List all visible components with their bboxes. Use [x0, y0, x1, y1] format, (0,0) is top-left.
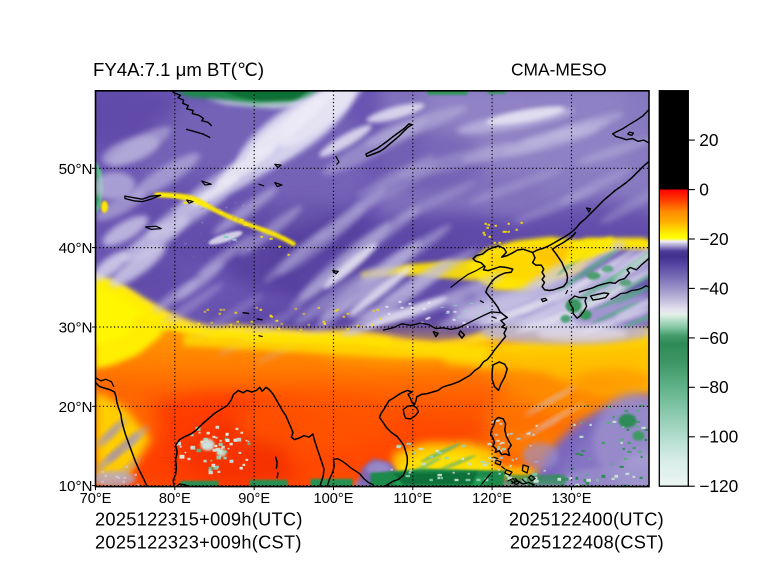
svg-text:30°N: 30°N — [59, 320, 93, 337]
svg-text:2025122408(CST): 2025122408(CST) — [510, 533, 664, 553]
svg-text:FY4A:7.1 μm BT(℃): FY4A:7.1 μm BT(℃) — [93, 59, 264, 80]
svg-text:40°N: 40°N — [59, 240, 93, 257]
svg-text:0: 0 — [699, 180, 709, 200]
svg-text:2025122323+009h(CST): 2025122323+009h(CST) — [95, 533, 302, 553]
svg-text:−100: −100 — [699, 427, 738, 447]
svg-text:80°E: 80°E — [159, 491, 191, 507]
svg-text:−20: −20 — [699, 229, 728, 249]
svg-text:120°E: 120°E — [472, 491, 512, 507]
svg-text:70°E: 70°E — [80, 491, 112, 507]
svg-text:CMA-MESO: CMA-MESO — [511, 60, 607, 80]
svg-text:130°E: 130°E — [552, 491, 592, 507]
svg-text:20: 20 — [699, 130, 718, 150]
svg-text:110°E: 110°E — [393, 491, 432, 507]
svg-text:10°N: 10°N — [59, 478, 93, 495]
svg-text:−80: −80 — [699, 377, 728, 397]
svg-text:−60: −60 — [699, 328, 728, 348]
svg-text:2025122315+009h(UTC): 2025122315+009h(UTC) — [95, 510, 303, 530]
svg-text:100°E: 100°E — [314, 491, 354, 507]
svg-text:−120: −120 — [699, 476, 738, 496]
svg-text:90°E: 90°E — [238, 491, 270, 507]
svg-text:20°N: 20°N — [59, 399, 93, 416]
svg-text:50°N: 50°N — [59, 161, 93, 178]
svg-text:−40: −40 — [699, 278, 728, 298]
svg-text:2025122400(UTC): 2025122400(UTC) — [509, 510, 664, 530]
